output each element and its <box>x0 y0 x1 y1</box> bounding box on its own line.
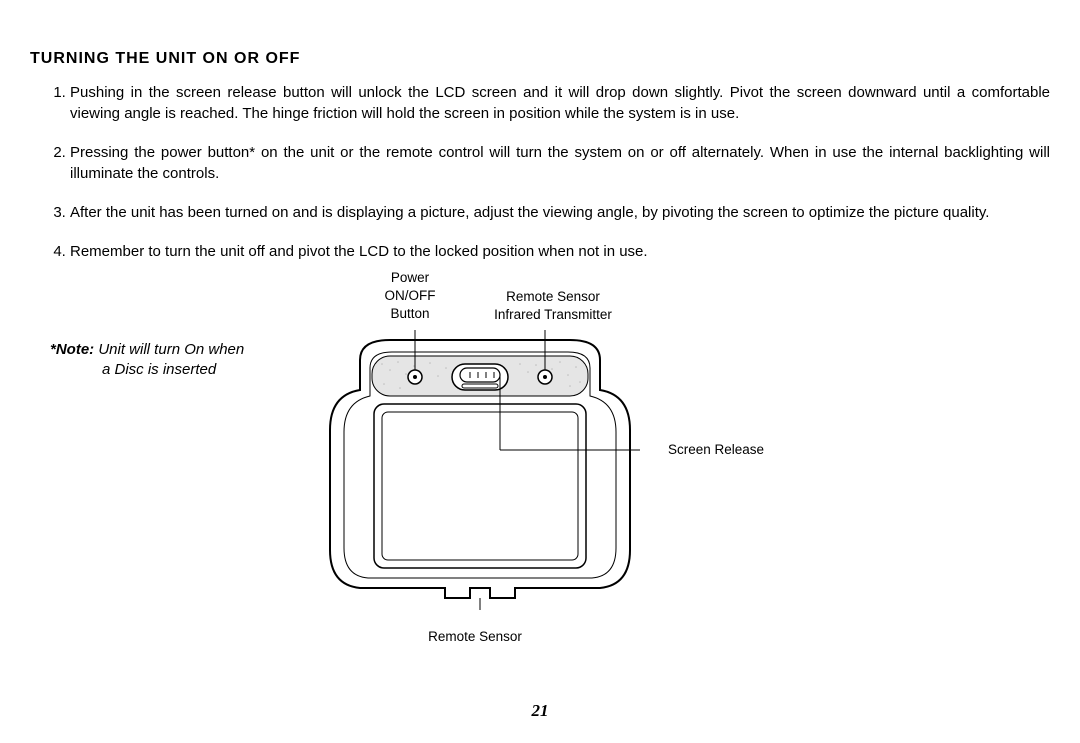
label-remote-top-l1: Remote Sensor <box>478 288 628 306</box>
instruction-item: Pushing in the screen release button wil… <box>70 82 1050 124</box>
note-bold: *Note: <box>50 341 94 358</box>
page-number: 21 <box>0 701 1080 721</box>
label-remote-top: Remote Sensor Infrared Transmitter <box>478 288 628 324</box>
label-power-l2: ON/OFF <box>370 287 450 305</box>
label-power-l3: Button <box>370 305 450 323</box>
device-diagram <box>320 330 640 610</box>
instruction-item: Pressing the power button* on the unit o… <box>70 142 1050 184</box>
label-power-button: Power ON/OFF Button <box>370 269 450 324</box>
instruction-list: Pushing in the screen release button wil… <box>30 82 1050 262</box>
instruction-item: Remember to turn the unit off and pivot … <box>70 241 1050 262</box>
label-remote-top-l2: Infrared Transmitter <box>478 306 628 324</box>
instruction-item: After the unit has been turned on and is… <box>70 202 1050 223</box>
label-remote-bottom: Remote Sensor <box>415 628 535 646</box>
label-screen-release: Screen Release <box>668 441 764 459</box>
footnote: *Note: Unit will turn On when a Disc is … <box>50 340 244 381</box>
section-title: TURNING THE UNIT ON OR OFF <box>30 50 1050 68</box>
note-text-2: a Disc is inserted <box>50 360 244 380</box>
note-text-1: Unit will turn On when <box>98 341 244 358</box>
label-power-l1: Power <box>370 269 450 287</box>
